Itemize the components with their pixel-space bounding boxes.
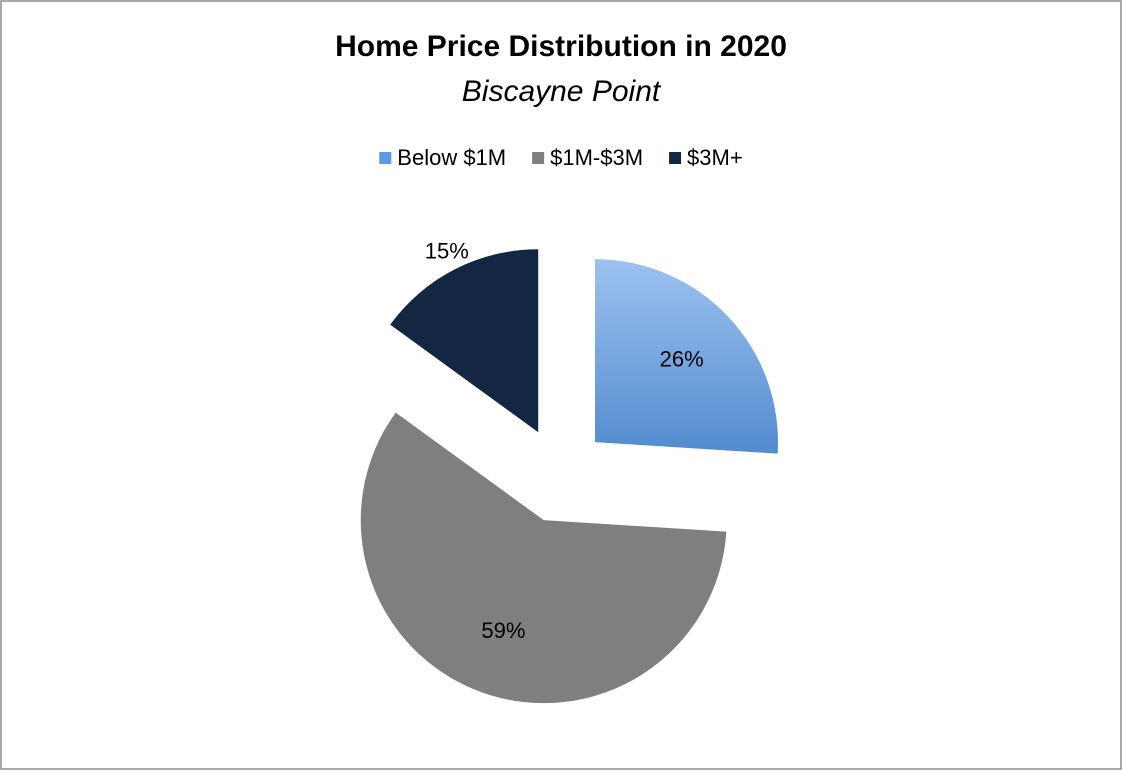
pie-slice bbox=[594, 259, 778, 454]
legend: Below $1M $1M-$3M $3M+ bbox=[379, 145, 743, 170]
pie-slice bbox=[390, 249, 539, 433]
legend-label: $3M+ bbox=[687, 145, 743, 170]
data-label: 15% bbox=[425, 239, 469, 264]
chart-title: Home Price Distribution in 2020 bbox=[335, 30, 787, 63]
legend-swatch bbox=[669, 152, 682, 164]
legend-swatch bbox=[379, 152, 392, 164]
legend-label: $1M-$3M bbox=[550, 145, 643, 170]
chart-subtitle: Biscayne Point bbox=[462, 75, 662, 108]
data-label: 59% bbox=[481, 618, 525, 643]
data-label: 26% bbox=[660, 347, 704, 372]
legend-label: Below $1M bbox=[397, 145, 506, 170]
legend-swatch bbox=[532, 152, 545, 164]
pie-slice bbox=[360, 412, 727, 704]
